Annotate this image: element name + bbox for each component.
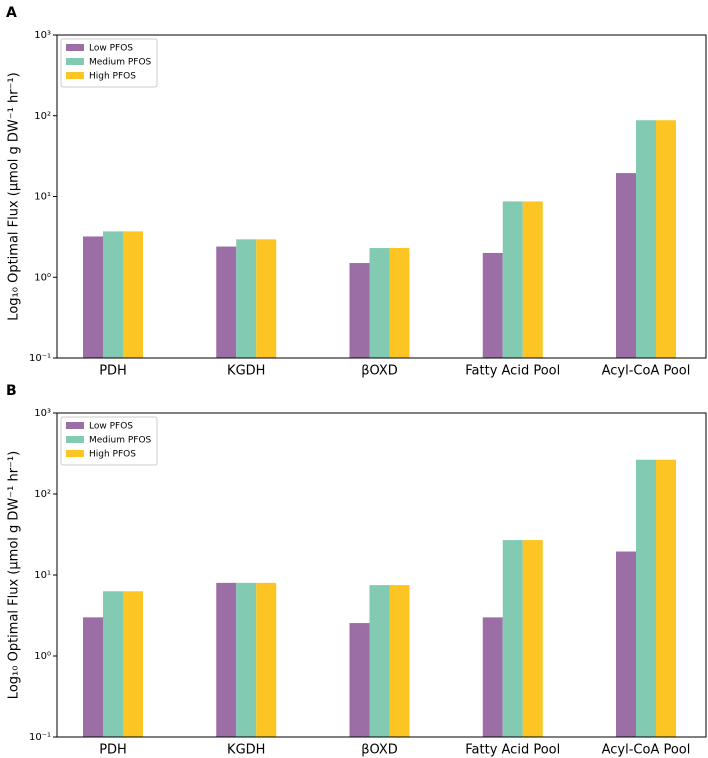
legend-label: High PFOS [89, 450, 136, 460]
bar [522, 540, 543, 737]
x-tick-label: Acyl-CoA Pool [602, 364, 691, 379]
legend-label: Low PFOS [89, 422, 133, 432]
bar [616, 173, 636, 358]
legend-swatch [66, 450, 84, 457]
y-tick-label: 10⁰ [34, 651, 51, 662]
legend-swatch [66, 44, 84, 51]
x-tick-label: Fatty Acid Pool [465, 364, 560, 379]
x-tick-label: PDH [99, 743, 127, 758]
bar [103, 231, 123, 358]
y-tick-label: 10¹ [34, 570, 51, 581]
bar [103, 591, 123, 737]
legend-swatch [66, 422, 84, 429]
bar [656, 120, 676, 358]
bar [616, 551, 636, 737]
bar [256, 239, 277, 358]
plot-frame [56, 412, 707, 738]
bar [369, 248, 390, 358]
y-tick-label: 10⁻¹ [29, 353, 51, 364]
x-tick-label: βOXD [361, 743, 398, 758]
legend-label: Medium PFOS [89, 436, 152, 446]
y-axis-label: Log₁₀ Optimal Flux (μmol g DW⁻¹ hr⁻¹) [7, 72, 22, 320]
y-tick-label: 10² [34, 111, 51, 122]
y-tick-label: 10⁰ [34, 272, 51, 283]
bar [256, 582, 277, 737]
legend-label: Low PFOS [89, 44, 133, 54]
legend-label: Medium PFOS [89, 58, 152, 68]
legend-box [60, 38, 158, 88]
bar [522, 201, 543, 358]
bar [502, 201, 523, 358]
bar [83, 617, 103, 737]
bar [389, 248, 410, 358]
bar [236, 582, 257, 737]
panel-label: A [6, 5, 17, 21]
x-tick-label: PDH [99, 364, 127, 379]
legend-swatch [66, 58, 84, 65]
x-tick-label: KGDH [227, 364, 265, 379]
x-tick-label: Fatty Acid Pool [465, 743, 560, 758]
x-tick-label: βOXD [361, 364, 398, 379]
bar [83, 236, 103, 358]
bar [349, 263, 370, 358]
legend-box [60, 416, 158, 466]
bar [636, 120, 656, 358]
legend-swatch [66, 436, 84, 443]
bar [482, 617, 503, 737]
bar [236, 239, 257, 358]
bar [656, 459, 676, 737]
y-tick-label: 10⁻¹ [29, 732, 51, 743]
y-tick-label: 10² [34, 489, 51, 500]
bar [216, 246, 237, 358]
panel-label: B [6, 383, 17, 399]
y-tick-label: 10¹ [34, 192, 51, 203]
x-tick-label: KGDH [227, 743, 265, 758]
y-axis-label: Log₁₀ Optimal Flux (μmol g DW⁻¹ hr⁻¹) [7, 451, 22, 699]
bar [389, 585, 410, 737]
y-tick-label: 10³ [34, 408, 51, 419]
x-tick-label: Acyl-CoA Pool [602, 743, 691, 758]
bar [123, 231, 143, 358]
bar [502, 540, 523, 737]
bar [369, 585, 390, 737]
legend-label: High PFOS [89, 72, 136, 82]
bar [123, 591, 143, 737]
bar [482, 252, 503, 358]
bar [349, 623, 370, 737]
legend-swatch [66, 72, 84, 79]
bar [216, 582, 237, 737]
y-tick-label: 10³ [34, 30, 51, 41]
plot-frame [56, 34, 707, 359]
bar [636, 459, 656, 737]
